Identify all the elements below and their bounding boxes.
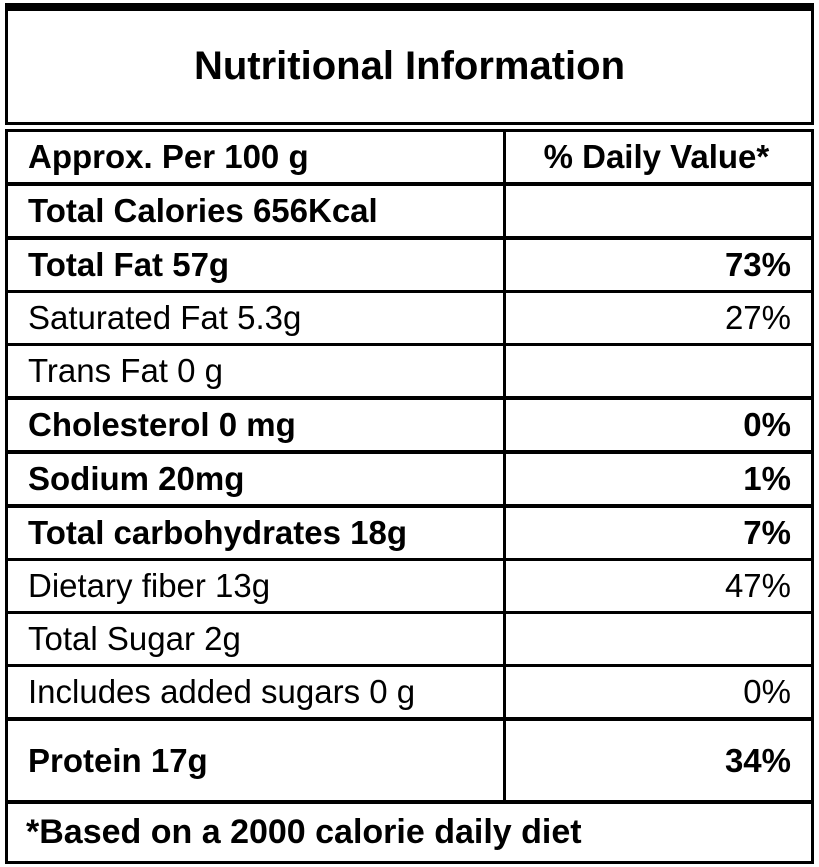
daily-value [506, 614, 811, 664]
table-row: Protein 17g 34% [8, 717, 811, 800]
nutrient-label: Dietary fiber 13g [8, 561, 506, 611]
table-row: Dietary fiber 13g 47% [8, 558, 811, 611]
page-title: Nutritional Information [193, 44, 626, 88]
nutrient-label: Total Sugar 2g [8, 614, 506, 664]
column-header-serving: Approx. Per 100 g [8, 132, 506, 182]
nutrient-label: Total Calories 656Kcal [8, 186, 506, 236]
table-body: Total Calories 656Kcal Total Fat 57g 73% Sa… [8, 182, 811, 800]
daily-value: 7% [743, 514, 791, 551]
nutrient-label: Protein 17g [8, 721, 506, 800]
table-row: Sodium 20mg 1% [8, 450, 811, 504]
nutrition-table: Approx. Per 100 g % Daily Value* Total C… [5, 129, 814, 864]
daily-value: 34% [724, 741, 791, 779]
table-row: Total carbohydrates 18g 7% [8, 504, 811, 558]
table-row: Cholesterol 0 mg 0% [8, 396, 811, 450]
table-header-row: Approx. Per 100 g % Daily Value* [8, 132, 811, 182]
nutrient-label: Total carbohydrates 18g [8, 508, 506, 558]
table-row: Total Fat 57g 73% [8, 236, 811, 290]
table-row: Saturated Fat 5.3g 27% [8, 290, 811, 343]
title-box: Nutritional Information [5, 3, 814, 125]
daily-value: 0% [743, 406, 791, 443]
daily-value: 0% [743, 673, 791, 710]
table-row: Includes added sugars 0 g 0% [8, 664, 811, 717]
nutrient-label: Includes added sugars 0 g [8, 667, 506, 717]
daily-value: 1% [743, 460, 791, 497]
column-header-daily-value: % Daily Value* [543, 138, 770, 175]
table-row: Trans Fat 0 g [8, 343, 811, 396]
nutrient-label: Cholesterol 0 mg [8, 400, 506, 450]
nutrient-label: Total Fat 57g [8, 240, 506, 290]
daily-value: 47% [724, 567, 791, 604]
table-row: Total Sugar 2g [8, 611, 811, 664]
nutrient-label: Trans Fat 0 g [8, 346, 506, 396]
table-footer-note: *Based on a 2000 calorie daily diet [8, 800, 811, 861]
table-row: Total Calories 656Kcal [8, 182, 811, 236]
nutrient-label: Sodium 20mg [8, 454, 506, 504]
daily-value: 27% [724, 299, 791, 336]
nutrient-label: Saturated Fat 5.3g [8, 293, 506, 343]
daily-value: 73% [724, 246, 791, 283]
daily-value [506, 186, 811, 236]
daily-value [506, 346, 811, 396]
